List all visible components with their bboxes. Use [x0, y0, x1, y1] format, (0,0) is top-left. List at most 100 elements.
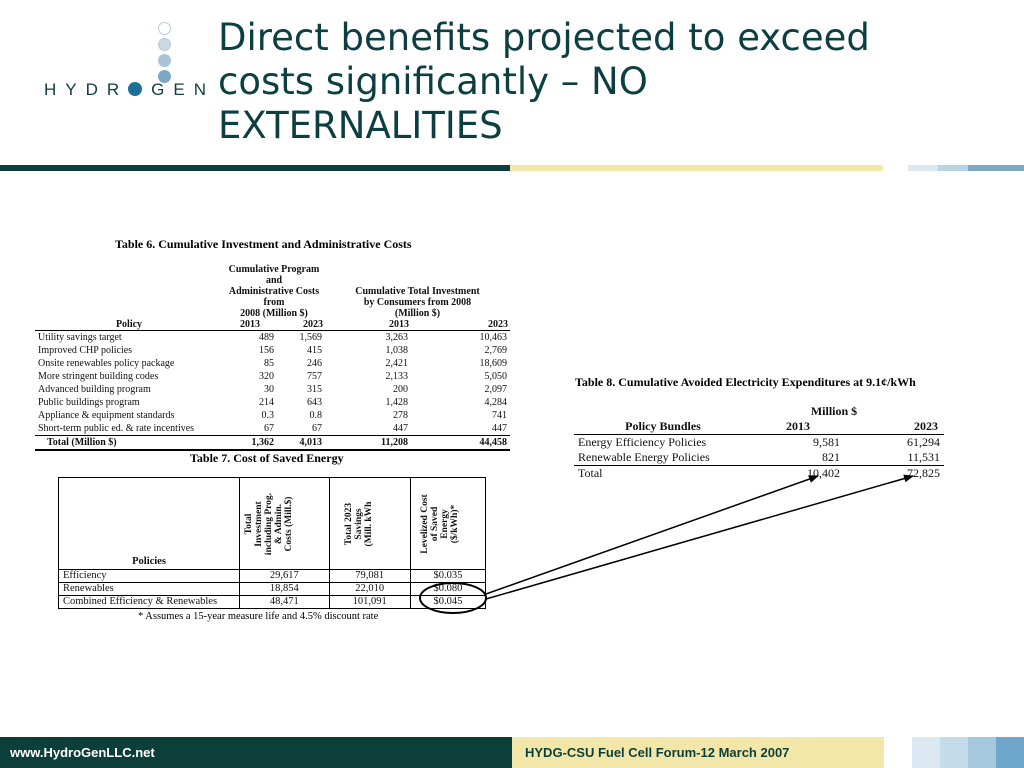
table6-year-header: 2023 [303, 319, 323, 330]
table7-value-cell: $0.035 [409, 569, 487, 583]
table6-value-cell: 0.3 [261, 410, 275, 421]
table6-total-value: 44,458 [411, 435, 510, 451]
table6-value-cell: 156 [259, 345, 274, 356]
footer-swatch [968, 737, 996, 768]
table7-value-cell: 18,854 [239, 582, 330, 596]
table8-value-cell: 11,531 [907, 450, 940, 464]
table6-value-cell: 67 [264, 423, 274, 434]
table6-value-cell: 1,569 [299, 332, 323, 343]
table6-value-cell: 200 [393, 384, 408, 395]
table6-value-cell: 18,609 [479, 358, 508, 369]
table6-row: Utility savings target 489 1,569 3,263 10,46… [35, 331, 510, 345]
table6-value-cell: 643 [307, 397, 322, 408]
title-bar-segment [510, 165, 883, 171]
footer: www.HydroGenLLC.net HYDG-CSU Fuel Cell F… [0, 737, 1024, 768]
table8-value-cell: 61,294 [907, 435, 940, 449]
logo-wordmark: HYDR GEN [44, 80, 216, 99]
table7-value-cell: 101,091 [328, 595, 411, 609]
table6-value-cell: 214 [259, 397, 274, 408]
table7-value-cell: 48,471 [239, 595, 330, 609]
table7-value-cell: $0.045 [409, 595, 487, 609]
table6-value-cell: 246 [307, 358, 322, 369]
table7-row: Combined Efficiency & Renewables 48,471 10… [57, 595, 487, 609]
table6-row: Advanced building program 30 315 200 2,097 [35, 383, 510, 396]
table6-total-row: Total (Million $) 1,362 4,013 11,208 44,458 [35, 435, 510, 451]
footer-swatch [940, 737, 968, 768]
table6-row: Appliance & equipment standards 0.3 0.8 278… [35, 409, 510, 422]
table7-col3-header: Levelized Cost of Saved Energy ($/kWh)* [419, 493, 460, 554]
table6-value-cell: 10,463 [479, 332, 508, 343]
table7-policy-cell: Efficiency [57, 569, 241, 583]
table8-label-cell: Total [574, 465, 752, 481]
table6-row: Improved CHP policies 156 415 1,038 2,769 [35, 344, 510, 357]
table7-col1-header: Total Investment including Prog. & Admin… [244, 492, 295, 555]
table6-value-cell: 5,050 [484, 371, 508, 382]
table6-value-cell: 447 [492, 423, 507, 434]
table6-policy-cell: Improved CHP policies [38, 345, 133, 356]
table8-header-cell: 2023 [914, 419, 938, 433]
table6-value-cell: 320 [259, 371, 274, 382]
table7-row: Efficiency 29,617 79,081 $0.035 [57, 569, 487, 583]
table6-row: Onsite renewables policy package 85 246 2,4… [35, 357, 510, 370]
table8-value-cell: 821 [822, 450, 840, 464]
table6-value-cell: 2,097 [484, 384, 508, 395]
title-bar-segment [968, 165, 1024, 171]
table7-col2-header: Total 2023 Savings (Mill. kWh [343, 501, 374, 546]
table7-policy-cell: Combined Efficiency & Renewables [57, 595, 241, 609]
logo-dot [158, 70, 171, 83]
table6-policy-cell: Public buildings program [38, 397, 140, 408]
table6-total-value: 1,362 [223, 435, 277, 451]
title-bar-segment [908, 165, 938, 171]
footer-swatch [996, 737, 1024, 768]
footer-swatch [912, 737, 940, 768]
table7-value-cell: 22,010 [328, 582, 411, 596]
logo-dot [158, 22, 171, 35]
table6-value-cell: 415 [307, 345, 322, 356]
table6-value-cell: 30 [264, 384, 274, 395]
table8-caption: Table 8. Cumulative Avoided Electricity … [575, 375, 916, 389]
table6-value-cell: 1,038 [385, 345, 409, 356]
table6: Cumulative Program and Administrative Co… [35, 264, 510, 451]
table6-total-value: 4,013 [277, 435, 325, 451]
table6-value-cell: 1,428 [385, 397, 409, 408]
table8: Million $ Policy Bundles 2013 2023 Energ… [574, 404, 944, 481]
hydrogen-logo: HYDR GEN [40, 18, 206, 108]
table7-value-cell: 79,081 [328, 569, 411, 583]
table8-group-header: Million $ [810, 404, 858, 418]
title-bar-segment [938, 165, 968, 171]
table7-value-cell: 29,617 [239, 569, 330, 583]
table7-policy-cell: Renewables [57, 582, 241, 596]
table8-row: Total 10,402 72,825 [574, 465, 944, 481]
table6-value-cell: 67 [312, 423, 322, 434]
table6-policy-cell: Advanced building program [38, 384, 151, 395]
table6-value-cell: 0.8 [309, 410, 323, 421]
table6-value-cell: 2,769 [484, 345, 508, 356]
table6-group2-header: Cumulative Total Investment by Consumers… [355, 286, 480, 319]
table6-row: Public buildings program 214 643 1,428 4,284 [35, 396, 510, 409]
table6-value-cell: 2,421 [385, 358, 409, 369]
table6-value-cell: 315 [307, 384, 322, 395]
table7-policies-header: Policies [57, 477, 241, 570]
table6-value-cell: 447 [393, 423, 408, 434]
table7-footnote: * Assumes a 15-year measure life and 4.5… [138, 611, 379, 622]
table8-header-cell: 2013 [786, 419, 810, 433]
title-divider-bar [0, 165, 1024, 171]
table6-row: More stringent building codes 320 757 2,133… [35, 370, 510, 383]
table7-caption: Table 7. Cost of Saved Energy [190, 451, 344, 465]
table7-row: Renewables 18,854 22,010 $0.080 [57, 582, 487, 596]
slide-title: Direct benefits projected to exceed cost… [218, 16, 870, 147]
table6-row: Short-term public ed. & rate incentives 6… [35, 422, 510, 436]
arrow-to-2013-total [485, 475, 819, 595]
table6-value-cell: 278 [393, 410, 408, 421]
table6-policy-cell: Short-term public ed. & rate incentives [38, 423, 195, 434]
table6-value-cell: 741 [492, 410, 507, 421]
table6-policy-cell: Utility savings target [38, 332, 122, 343]
table6-value-cell: 2,133 [385, 371, 409, 382]
table6-year-header: 2013 [240, 319, 260, 330]
table6-year-header: 2023 [488, 319, 508, 330]
footer-event: HYDG-CSU Fuel Cell Forum-12 March 2007 [512, 737, 884, 768]
table6-policy-header: Policy [115, 319, 143, 330]
table6-body: Utility savings target 489 1,569 3,263 10,46… [35, 331, 510, 451]
table8-body: Energy Efficiency Policies 9,581 61,294 Ren… [574, 435, 944, 481]
table8-header-cell: Policy Bundles [625, 419, 701, 433]
